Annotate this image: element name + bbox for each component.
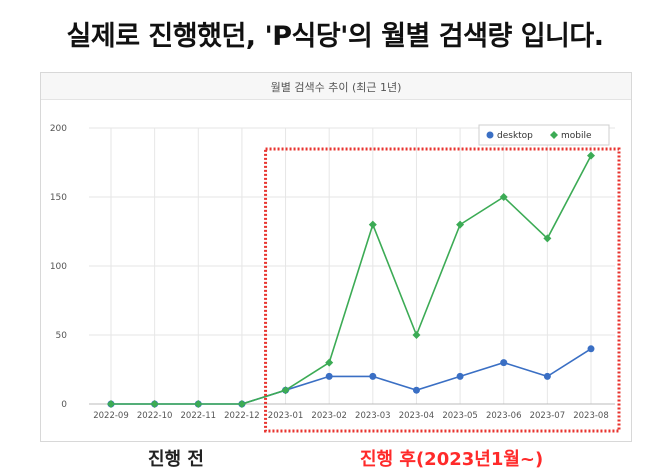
data-point-mobile — [368, 220, 377, 229]
x-tick-label: 2022-12 — [224, 411, 260, 421]
x-tick-label: 2023-06 — [486, 411, 522, 421]
data-point-mobile — [412, 331, 421, 339]
x-tick-label: 2023-05 — [442, 411, 478, 421]
line-chart: 0 50 100 150 200 2022-09 2022-10 2022-11 2022-12… — [50, 124, 621, 433]
data-point-mobile — [543, 234, 552, 243]
data-point-desktop — [456, 372, 464, 380]
y-tick-label: 50 — [56, 331, 68, 341]
y-tick-label: 100 — [50, 262, 67, 272]
data-point-mobile — [107, 400, 115, 408]
data-point-mobile — [499, 193, 508, 201]
series-line-mobile — [111, 155, 592, 405]
caption-before: 진행 전 — [148, 449, 204, 470]
x-tick-label: 2023-02 — [311, 411, 347, 421]
x-tick-label: 2022-09 — [93, 411, 129, 421]
y-tick-label: 200 — [50, 124, 67, 134]
x-tick-label: 2022-10 — [137, 411, 173, 421]
data-point-mobile — [150, 400, 159, 408]
y-tick-label: 150 — [50, 193, 67, 203]
chart-panel: 월별 검색수 추이 (최근 1년) 0 50 100 150 200 2022-09 202… — [40, 72, 632, 442]
data-point-desktop — [587, 345, 595, 353]
x-tick-label: 2023-03 — [355, 411, 391, 421]
legend-marker-mobile — [550, 131, 558, 139]
highlight-box — [264, 147, 621, 433]
caption-after: 진행 후(2023년1월~) — [360, 449, 544, 470]
y-tick-label: 0 — [61, 400, 67, 410]
data-point-mobile — [456, 220, 465, 229]
x-tick-label: 2023-04 — [399, 411, 435, 421]
x-tick-label: 2023-07 — [530, 411, 566, 421]
data-point-desktop — [543, 372, 551, 380]
data-point-desktop — [325, 372, 333, 380]
data-point-mobile — [194, 400, 203, 408]
legend-marker-desktop — [486, 131, 494, 139]
x-tick-label: 2023-08 — [573, 411, 609, 421]
page-headline: 실제로 진행했던, 'P식당'의 월별 검색량 입니다. — [66, 21, 604, 52]
series-line-desktop — [111, 348, 592, 405]
x-tick-label: 2022-11 — [181, 411, 217, 421]
legend-label-mobile: mobile — [561, 131, 592, 141]
data-point-desktop — [500, 359, 508, 367]
data-point-mobile — [325, 358, 334, 367]
data-point-desktop — [412, 386, 420, 394]
legend-label-desktop: desktop — [497, 131, 533, 141]
data-point-mobile — [587, 151, 595, 160]
data-point-desktop — [369, 372, 377, 380]
legend-box — [478, 124, 610, 146]
x-tick-label: 2023-01 — [268, 411, 304, 421]
chart-title: 월별 검색수 추이 (최근 1년) — [270, 81, 402, 94]
data-point-mobile — [281, 386, 290, 395]
data-point-mobile — [237, 400, 246, 408]
chart-title-bar: 월별 검색수 추이 (최근 1년) — [41, 73, 631, 100]
